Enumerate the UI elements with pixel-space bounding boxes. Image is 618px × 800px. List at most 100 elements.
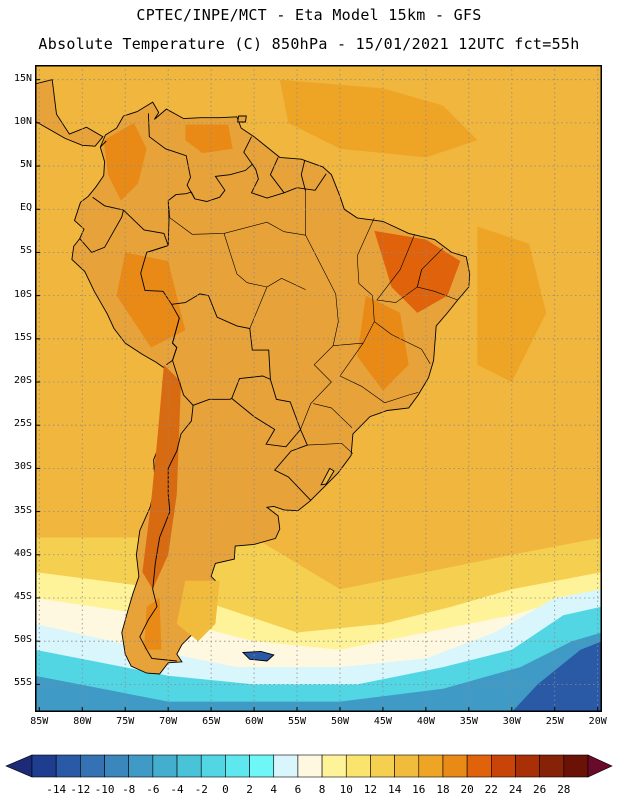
- colorbar-swatch: [491, 754, 516, 778]
- colorbar-arrow-min: [5, 754, 33, 778]
- longitude-label: 30W: [502, 716, 521, 727]
- lagoa-dos-patos: [320, 467, 335, 486]
- country-border-8: [123, 209, 169, 253]
- colorbar-swatch: [321, 754, 347, 778]
- colorbar-swatch: [80, 754, 105, 778]
- central-america-land: [35, 79, 104, 147]
- latitude-label: 30S: [13, 461, 32, 473]
- colorbar-swatch: [55, 754, 81, 778]
- andes-colombia-hot: [103, 122, 147, 201]
- colorbar-label: -6: [146, 783, 160, 796]
- longitude-label: 70W: [159, 716, 178, 727]
- peru-highlands: [116, 252, 186, 348]
- latitude-label: 10S: [13, 288, 32, 300]
- colorbar-swatch: [539, 754, 565, 778]
- longitude-label: 55W: [287, 716, 307, 727]
- colorbar-label: -10: [94, 783, 115, 796]
- map-panel: [35, 65, 602, 712]
- longitude-label: 50W: [330, 716, 349, 727]
- longitude-label: 75W: [116, 716, 135, 727]
- latitude-label: 25S: [13, 418, 32, 430]
- central-brazil-hot: [357, 295, 409, 391]
- colorbar-arrow-max: [587, 754, 613, 778]
- longitude-label: 85W: [30, 716, 49, 727]
- map-subtitle: Absolute Temperature (C) 850hPa - 15/01/…: [38, 35, 580, 53]
- patagonia-andes-hot: [144, 598, 162, 650]
- colorbar-label: -12: [70, 783, 91, 796]
- colorbar-label: 24: [508, 783, 523, 796]
- country-border-5: [139, 405, 194, 662]
- colorbar-label: -8: [122, 783, 136, 796]
- state-border-8: [307, 443, 354, 454]
- country-border-9: [147, 113, 196, 200]
- patagonia-plateau: [176, 580, 220, 642]
- state-border-9: [249, 278, 306, 329]
- colorbar-label: 0: [222, 783, 229, 796]
- longitude-label: 80W: [73, 716, 92, 727]
- state-border-6: [339, 342, 419, 404]
- colorbar-swatch: [176, 754, 202, 778]
- colorbar-swatch: [200, 754, 226, 778]
- colorbar-swatch: [297, 754, 323, 778]
- longitude-label: 60W: [245, 716, 264, 727]
- andes-spine-hot: [142, 364, 181, 590]
- colorbar-swatch: [394, 754, 420, 778]
- latitude-label: 40S: [13, 547, 32, 559]
- country-border-12: [300, 159, 307, 192]
- colorbar-swatch: [418, 754, 444, 778]
- colorbar: [5, 754, 613, 778]
- northeast-brazil-hot: [374, 230, 461, 313]
- latitude-label: 35S: [13, 504, 32, 516]
- falkland-islands: [241, 651, 275, 662]
- longitude-label: 40W: [416, 716, 435, 727]
- latitude-label: 5S: [19, 245, 32, 257]
- latitude-label: EQ: [19, 202, 32, 214]
- venezuela-hot: [185, 124, 233, 154]
- colorbar-label: 14: [387, 783, 402, 796]
- colorbar-label: 28: [557, 783, 571, 796]
- colorbar-swatch: [370, 754, 395, 778]
- colorbar-swatch: [466, 754, 492, 778]
- longitude-label: 45W: [373, 716, 392, 727]
- cold-zone-blue: [35, 632, 602, 712]
- latitude-label: 5N: [19, 159, 32, 171]
- temperature-map: [35, 65, 602, 712]
- warm-ocean-north: [279, 79, 478, 158]
- map-title: CPTEC/INPE/MCT - Eta Model 15km - GFS: [136, 6, 482, 24]
- colorbar-swatch: [563, 754, 589, 778]
- state-border-5: [374, 321, 431, 365]
- colorbar-swatch: [515, 754, 540, 778]
- country-border-7: [79, 209, 124, 253]
- colorbar-label: 8: [318, 783, 326, 796]
- state-border-11: [223, 233, 268, 288]
- colorbar-swatch: [152, 754, 178, 778]
- latitude-label: 10N: [13, 115, 32, 127]
- colorbar-label: 12: [363, 783, 378, 796]
- country-border-3: [171, 317, 271, 406]
- colorbar-label: -14: [46, 783, 67, 796]
- colorbar-label: 4: [270, 783, 278, 796]
- longitude-label: 35W: [459, 716, 478, 727]
- cold-zone-deep: [511, 641, 602, 712]
- longitude-label: 25W: [545, 716, 564, 727]
- latitude-label: 45S: [13, 590, 32, 602]
- colorbar-label: 18: [436, 783, 450, 796]
- colorbar-label: 22: [484, 783, 498, 796]
- colorbar-label: 6: [294, 783, 302, 796]
- country-border-13: [99, 140, 107, 148]
- latitude-label: 15N: [13, 72, 32, 84]
- longitude-label: 20W: [588, 716, 607, 727]
- colorbar-swatch: [249, 754, 275, 778]
- country-border-11: [269, 157, 285, 194]
- state-border-7: [313, 403, 353, 429]
- colorbar-label: 16: [412, 783, 426, 796]
- state-border-4: [416, 247, 458, 301]
- longitude-label: 65W: [202, 716, 221, 727]
- colorbar-label: -2: [194, 783, 208, 796]
- colorbar-label: 10: [339, 783, 353, 796]
- country-border-10: [243, 136, 253, 165]
- latitude-label: 20S: [13, 375, 32, 387]
- colorbar-swatch: [442, 754, 468, 778]
- colorbar-label: 26: [533, 783, 547, 796]
- country-border-6: [92, 196, 124, 211]
